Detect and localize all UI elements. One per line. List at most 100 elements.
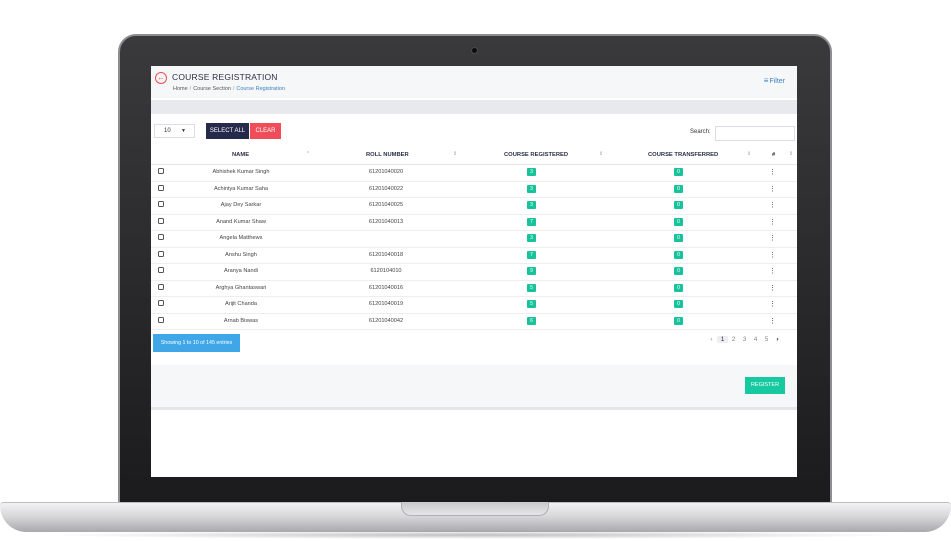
sort-icon[interactable]: ⇕ [599,151,604,157]
kebab-menu-icon[interactable]: ⋮ [769,268,776,275]
roll-number: 61201040019 [368,301,404,307]
course-transferred-badge: 0 [674,184,683,193]
back-arrow-icon[interactable]: ← [155,72,167,84]
kebab-menu-icon[interactable]: ⋮ [769,235,776,242]
page-header: ← COURSE REGISTRATION Home / Course Sectio… [151,66,797,98]
student-name: Arijit Chanda [224,301,258,307]
filter-label: Filter [769,78,785,85]
row-checkbox[interactable] [158,300,164,306]
course-transferred-badge: 0 [674,316,683,325]
row-checkbox[interactable] [158,267,164,273]
row-checkbox[interactable] [158,234,164,240]
breadcrumb-course-registration: Course Registration [236,86,285,92]
table-row: Anand Kumar Shaw 61201040013 7 0 ⋮ [151,215,797,231]
roll-number: 61201040013 [368,218,404,225]
table-row: Achintya Kumar Saha 61201040022 3 0 ⋮ [151,182,797,198]
table-row: Angela Matthews 3 0 ⋮ [151,231,797,248]
filter-list-icon: ≡ [763,76,769,85]
pagination: ‹ 1 2 3 4 5 › [706,336,783,343]
course-transferred-badge: 0 [674,217,683,226]
page-title: COURSE REGISTRATION [172,72,278,82]
caret-down-icon: ▼ [181,128,186,134]
row-checkbox[interactable] [158,283,164,290]
webcam [471,47,478,54]
table-row: Arnab Biswas 61201040042 6 0 ⋮ [151,314,797,330]
row-checkbox[interactable] [158,201,164,207]
kebab-menu-icon[interactable]: ⋮ [769,169,776,176]
table-body: Abhishek Kumar Singh 61201040020 3 0 ⋮ Achint… [151,165,797,330]
select-all-button[interactable]: SELECT ALL [206,123,249,139]
breadcrumb-course-section[interactable]: Course Section [193,86,231,92]
course-registered-badge: 7 [527,217,536,226]
kebab-menu-icon[interactable]: ⋮ [769,251,776,259]
student-name: Achintya Kumar Saha [213,185,269,192]
pagination-next[interactable]: › [776,336,779,343]
breadcrumb: Home / Course Section / Course Registration [173,86,285,92]
roll-number: 6120104010 [370,268,402,274]
registration-table: NAME ^ ROLL NUMBER ⇕ COURSE REGISTERED ⇕… [151,147,797,330]
kebab-menu-icon[interactable]: ⋮ [769,317,776,325]
row-checkbox[interactable] [158,316,164,323]
row-checkbox[interactable] [158,168,164,174]
row-checkbox[interactable] [158,250,164,257]
student-name: Arghya Ghantaswari [215,284,267,291]
page-2[interactable]: 2 [731,336,736,343]
sort-icon[interactable]: ⇕ [747,151,752,157]
page-1[interactable]: 1 [717,336,728,343]
roll-number: 61201040042 [368,317,404,324]
table-header: NAME ^ ROLL NUMBER ⇕ COURSE REGISTERED ⇕… [151,147,797,165]
sort-icon[interactable]: ⇕ [453,151,458,157]
course-transferred-badge: 0 [674,234,683,242]
roll-number: 61201040022 [368,185,404,192]
col-registered-header[interactable]: COURSE REGISTERED [504,152,569,158]
course-registered-badge: 7 [527,250,536,259]
student-name: Anshu Singh [225,251,257,258]
sort-asc-icon[interactable]: ^ [307,151,310,157]
kebab-menu-icon[interactable]: ⋮ [769,301,776,308]
course-registered-badge: 9 [527,267,536,275]
entries-info: Showing 1 to 10 of 145 entries [153,334,240,352]
col-transferred-header[interactable]: COURSE TRANSFERRED [648,152,719,158]
table-row: Abhishek Kumar Singh 61201040020 3 0 ⋮ [151,165,797,182]
course-registered-badge: 5 [527,300,536,308]
student-name: Aranya Nandi [224,268,258,274]
course-transferred-badge: 0 [674,300,683,308]
sort-icon[interactable]: ⇕ [789,151,794,157]
page-length-value: 10 [164,128,171,134]
student-name: Arnab Biswas [223,317,259,324]
row-checkbox[interactable] [158,217,164,224]
kebab-menu-icon[interactable]: ⋮ [769,185,776,193]
kebab-menu-icon[interactable]: ⋮ [769,202,776,209]
search-input[interactable] [715,126,795,141]
course-registered-badge: 3 [527,184,536,193]
kebab-menu-icon[interactable]: ⋮ [769,218,776,226]
page-length-select[interactable]: 10 ▼ [154,124,195,138]
student-name: Angela Matthews [219,235,263,241]
laptop-shadow [40,531,910,539]
header-divider-band [151,100,797,114]
pagination-prev[interactable]: ‹ [710,336,713,343]
student-name: Abhishek Kumar Singh [212,169,270,175]
table-row: Aranya Nandi 6120104010 9 0 ⋮ [151,264,797,281]
search-label: Search: [690,129,711,135]
row-checkbox[interactable] [158,184,164,191]
page-4[interactable]: 4 [753,336,758,343]
course-registered-badge: 3 [527,201,536,209]
clear-button[interactable]: CLEAR [250,123,281,139]
course-registered-badge: 5 [527,283,536,292]
student-name: Ajay Dey Sarkar [220,202,262,208]
table-row: Arghya Ghantaswari 61201040016 5 0 ⋮ [151,281,797,297]
breadcrumb-home[interactable]: Home [173,86,188,92]
table-row: Arijit Chanda 61201040019 5 0 ⋮ [151,297,797,314]
course-transferred-badge: 0 [674,283,683,292]
kebab-menu-icon[interactable]: ⋮ [769,284,776,292]
col-roll-header[interactable]: ROLL NUMBER [366,152,409,158]
col-actions-header: # [772,152,776,158]
col-name-header[interactable]: NAME [232,152,250,158]
register-button[interactable]: REGISTER [745,377,785,394]
filter-button[interactable]: ≡Filter [764,76,785,85]
page-5[interactable]: 5 [764,336,769,343]
page-3[interactable]: 3 [742,336,747,343]
roll-number: 61201040016 [368,284,404,291]
footer-band [151,365,797,409]
